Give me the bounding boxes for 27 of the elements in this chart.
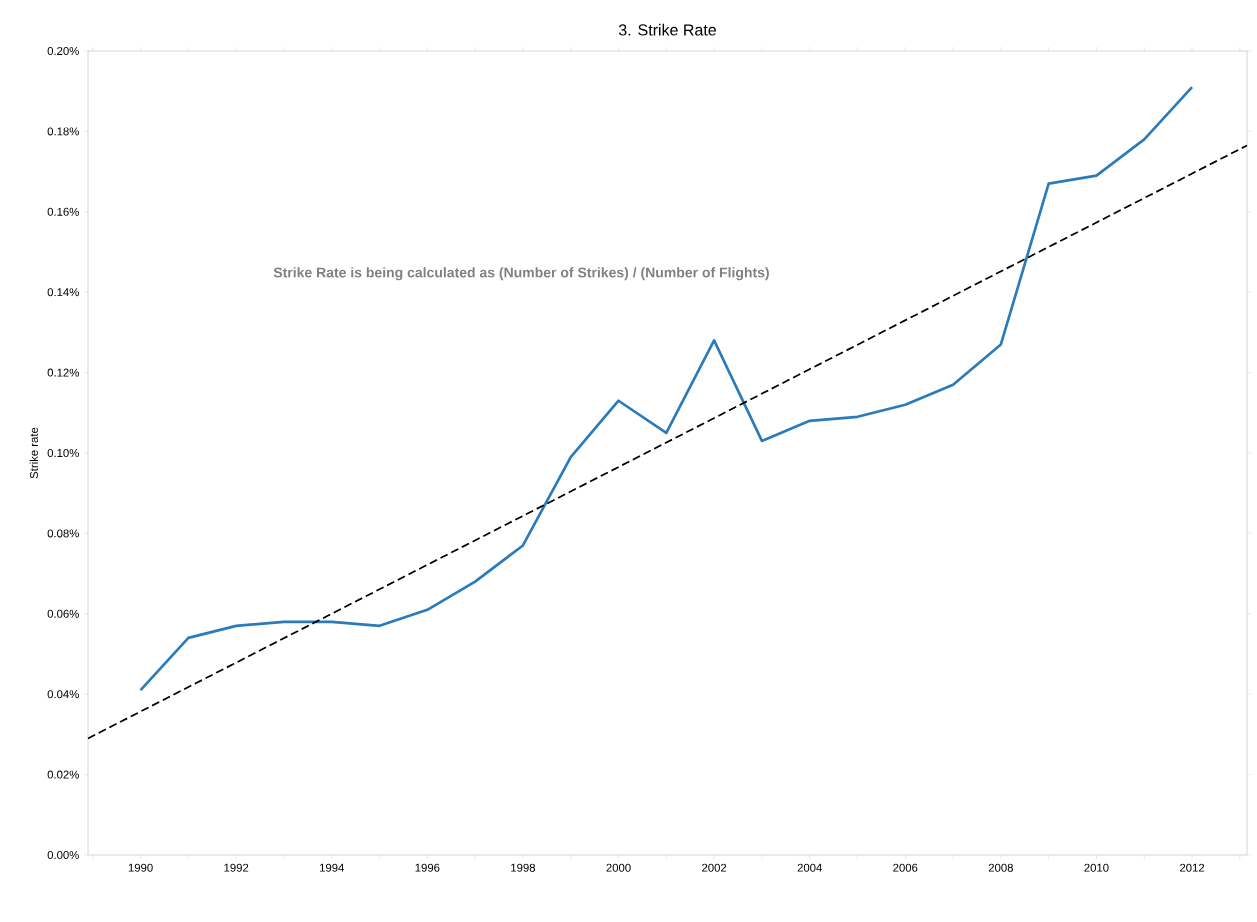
- line-series: [139, 85, 1194, 692]
- x-tick-label: 1996: [415, 863, 440, 872]
- y-tick-label: 0.20%: [47, 46, 79, 55]
- y-tick-label: 0.10%: [47, 448, 79, 457]
- y-tick-label: 0.18%: [47, 127, 79, 136]
- y-tick-label: 0.08%: [47, 529, 79, 538]
- x-tick-label: 2002: [702, 863, 727, 872]
- x-tick-label: 2000: [606, 863, 631, 872]
- x-tick-label: 2010: [1084, 863, 1109, 872]
- annotation: Strike Rate is being calculated as (Number of Strikes) / (Number of Flights): [273, 267, 769, 281]
- x-tick-label: 1994: [320, 863, 345, 872]
- x-tick-label: 2004: [797, 863, 822, 872]
- y-tick-label: 0.02%: [47, 770, 79, 779]
- y-tick-label: 0.06%: [47, 609, 79, 618]
- x-tick-label: 1990: [128, 863, 153, 872]
- x-tick-label: 1992: [224, 863, 249, 872]
- x-tick-label: 2008: [988, 863, 1013, 872]
- chart-title: 3. Strike Rate: [618, 23, 716, 36]
- x-tick-label: 2006: [893, 863, 918, 872]
- y-tick-label: 0.12%: [47, 368, 79, 377]
- x-tick-label: 1998: [511, 863, 536, 872]
- y-tick-label: 0.14%: [47, 288, 79, 297]
- x-tick-label: 2012: [1180, 863, 1205, 872]
- y-tick-label: 0.04%: [47, 690, 79, 699]
- y-axis-title: Strike rate: [29, 427, 38, 479]
- y-tick-label: 0.16%: [47, 207, 79, 216]
- y-tick-label: 0.00%: [47, 851, 79, 860]
